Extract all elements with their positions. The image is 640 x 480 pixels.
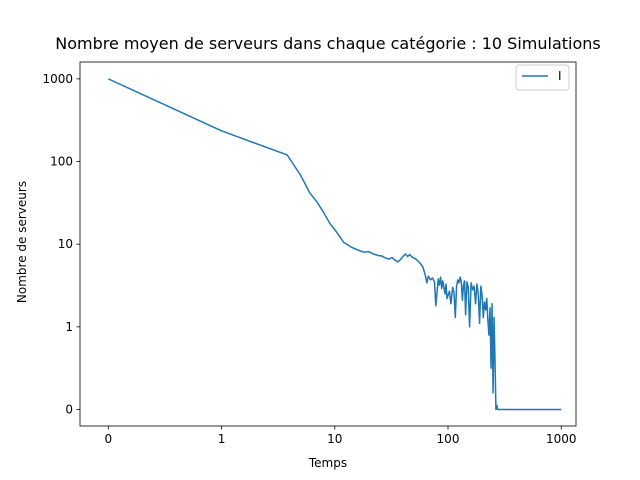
legend-frame xyxy=(515,64,570,91)
series-line-I xyxy=(107,78,562,411)
y-tick-label: 1 xyxy=(65,320,73,334)
y-tick-label: 1000 xyxy=(42,72,73,86)
x-tick-label: 1000 xyxy=(546,432,577,446)
y-tick-label: 0 xyxy=(65,402,73,416)
x-tick-label: 1 xyxy=(218,432,226,446)
y-tick-label: 100 xyxy=(50,155,73,169)
x-tick-label: 10 xyxy=(327,432,342,446)
x-tick-label: 100 xyxy=(437,432,460,446)
y-axis-title: Nombre de serveurs xyxy=(15,181,29,303)
axes-frame xyxy=(79,61,577,427)
plot-area: 0 1 10 100 1000 0 1 10 100 1000 xyxy=(42,61,577,446)
legend-label-I: I xyxy=(558,69,562,83)
chart-title: Nombre moyen de serveurs dans chaque cat… xyxy=(55,34,600,53)
y-tick-label: 10 xyxy=(58,237,73,251)
x-axis-title: Temps xyxy=(308,456,347,470)
x-tick-label: 0 xyxy=(104,432,112,446)
legend: I xyxy=(515,64,570,91)
